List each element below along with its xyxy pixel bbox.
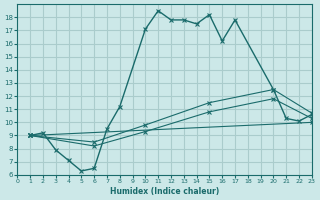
X-axis label: Humidex (Indice chaleur): Humidex (Indice chaleur) [110,187,219,196]
